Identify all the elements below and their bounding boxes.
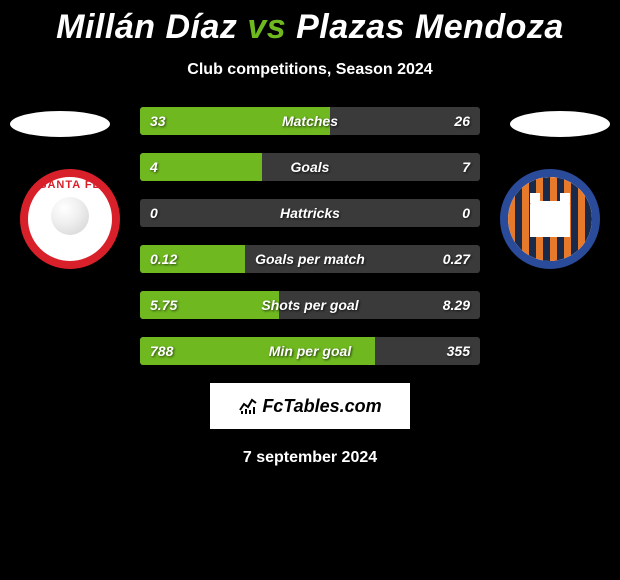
stat-label: Goals	[140, 153, 480, 181]
stat-row: 00Hattricks	[140, 199, 480, 227]
stat-label: Matches	[140, 107, 480, 135]
stat-label: Min per goal	[140, 337, 480, 365]
player1-flag-shape	[10, 111, 110, 137]
player1-name: Millán Díaz	[56, 8, 237, 46]
stat-row: 3326Matches	[140, 107, 480, 135]
soccer-ball-icon	[51, 197, 89, 235]
player2-name: Plazas Mendoza	[296, 8, 564, 46]
stat-label: Shots per goal	[140, 291, 480, 319]
stat-row: 5.758.29Shots per goal	[140, 291, 480, 319]
footer-date: 7 september 2024	[0, 449, 620, 467]
brand-badge: FcTables.com	[210, 383, 410, 429]
vs-text: vs	[247, 8, 286, 46]
content-area: SANTA FE 3326Matches 47Goals 00Hattricks 0.…	[0, 107, 620, 365]
comparison-title: Millán Díaz vs Plazas Mendoza	[0, 0, 620, 47]
crest-left-label: SANTA FE	[39, 179, 101, 191]
stat-label: Goals per match	[140, 245, 480, 273]
team-crest-left: SANTA FE	[20, 169, 120, 269]
stat-row: 47Goals	[140, 153, 480, 181]
player2-flag-shape	[510, 111, 610, 137]
subtitle: Club competitions, Season 2024	[0, 61, 620, 79]
chart-icon	[238, 396, 258, 416]
brand-text: FcTables.com	[262, 396, 381, 417]
stat-label: Hattricks	[140, 199, 480, 227]
stat-row: 0.120.27Goals per match	[140, 245, 480, 273]
team-crest-right	[500, 169, 600, 269]
stat-bars: 3326Matches 47Goals 00Hattricks 0.120.27Goa…	[140, 107, 480, 365]
castle-icon	[530, 201, 570, 237]
stat-row: 788355Min per goal	[140, 337, 480, 365]
